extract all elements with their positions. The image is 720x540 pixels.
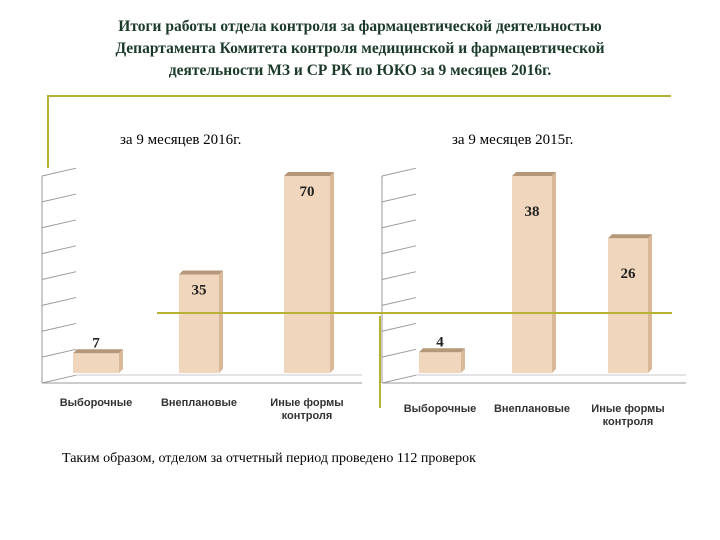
gridline-2016-6 <box>41 219 77 229</box>
bar-top-2016-2 <box>284 172 334 176</box>
category-label-2015-2-1: контроля <box>603 416 654 428</box>
gridline-2016-7 <box>41 193 77 203</box>
gridline-2016-0 <box>41 374 77 384</box>
bar-value-label-2016-0: 7 <box>92 335 100 351</box>
bar-top-2016-0 <box>73 349 123 354</box>
chart-2016-title: за 9 месяцев 2016г. <box>120 132 242 148</box>
gridline-2015-4 <box>381 271 417 280</box>
gridline-2015-6 <box>381 219 417 229</box>
category-label-2015-1: Внеплановые <box>494 403 570 415</box>
bar-top-2015-1 <box>512 172 556 176</box>
gridline-2015-8 <box>381 167 417 177</box>
category-label-2016-2-1: контроля <box>282 410 333 422</box>
category-label-2015-2-0: Иные формы <box>591 403 664 415</box>
gridline-2015-3 <box>381 297 417 306</box>
decorative-left-line <box>47 96 49 168</box>
category-label-2016-1: Внеплановые <box>161 397 237 409</box>
category-label-2016-0: Выборочные <box>60 397 133 409</box>
category-label-2016-2-0: Иные формы <box>270 397 343 409</box>
bar-value-label-2015-0: 4 <box>436 334 444 350</box>
gridline-2015-2 <box>381 322 417 332</box>
bar-2015-0 <box>419 352 461 373</box>
bar-side-2015-0 <box>461 348 465 373</box>
title-line-2: Департамента Комитета контроля медицинск… <box>115 40 605 57</box>
bar-value-label-2016-1: 35 <box>192 283 207 299</box>
gridline-2015-7 <box>381 193 417 203</box>
bar-2016-2 <box>284 176 330 373</box>
gridline-2016-4 <box>41 271 77 280</box>
chart-2015-title: за 9 месяцев 2015г. <box>452 132 574 148</box>
summary-text: Таким образом, отделом за отчетный перио… <box>62 451 476 466</box>
gridline-2016-3 <box>41 297 77 306</box>
gridline-2016-1 <box>41 348 77 358</box>
bar-side-2016-2 <box>330 172 334 373</box>
page-title: Итоги работы отдела контроля за фармацев… <box>40 16 680 82</box>
bar-side-2015-1 <box>552 172 556 373</box>
gridline-2016-8 <box>41 167 77 177</box>
gridline-2015-0 <box>381 374 417 384</box>
decorative-top-line <box>47 95 671 97</box>
title-line-3: деятельности МЗ и СР РК по ЮКО за 9 меся… <box>168 62 552 79</box>
bar-top-2015-0 <box>419 348 465 353</box>
bar-2016-0 <box>73 353 119 373</box>
gridline-2015-1 <box>381 348 417 358</box>
bar-value-label-2016-2: 70 <box>300 184 315 200</box>
bar-side-2016-0 <box>119 349 123 373</box>
bar-2016-1 <box>179 274 219 373</box>
bar-side-2015-2 <box>648 234 652 373</box>
gridline-2016-5 <box>41 245 77 255</box>
bar-2015-1 <box>512 176 552 373</box>
bar-top-2016-1 <box>179 270 223 275</box>
bar-2015-2 <box>608 238 648 373</box>
bar-side-2016-1 <box>219 270 223 373</box>
title-line-1: Итоги работы отдела контроля за фармацев… <box>118 18 602 35</box>
gridline-2015-5 <box>381 245 417 255</box>
category-label-2015-0: Выборочные <box>404 403 477 415</box>
bar-value-label-2015-1: 38 <box>525 204 540 220</box>
bar-top-2015-2 <box>608 234 652 239</box>
bar-value-label-2015-2: 26 <box>621 266 637 282</box>
gridline-2016-2 <box>41 322 77 332</box>
